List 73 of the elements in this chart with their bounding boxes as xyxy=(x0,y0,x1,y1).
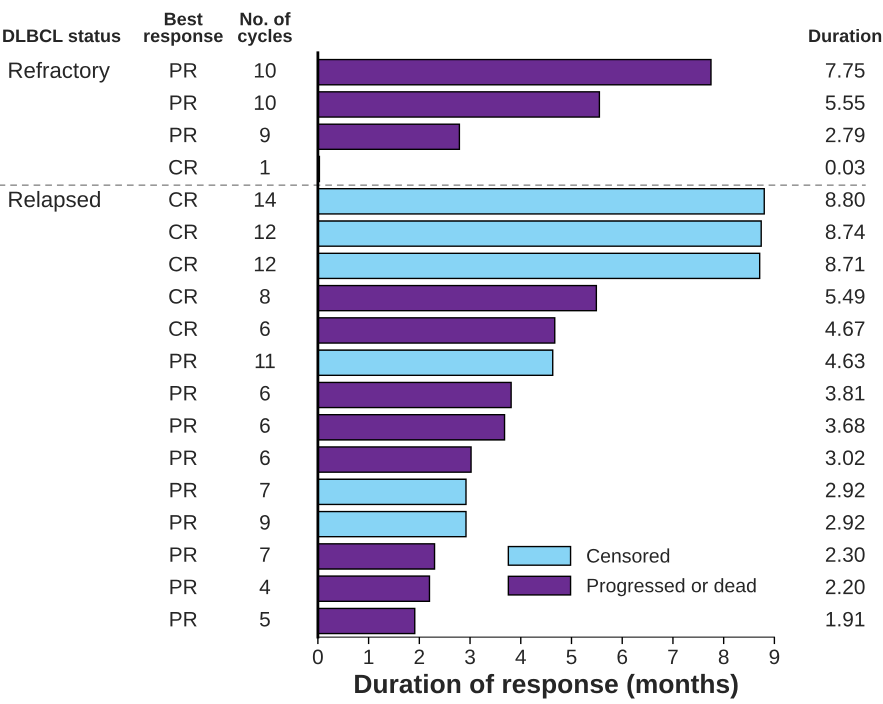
x-tick-label: 6 xyxy=(617,649,628,664)
y2-tick-label: 7 xyxy=(260,547,270,562)
x-tick-label: 8 xyxy=(718,649,729,664)
y-tick-label: PR xyxy=(170,354,197,368)
text: 2.92 xyxy=(826,514,864,530)
x-tick-label: 7 xyxy=(668,650,678,664)
y-tick-label: PR xyxy=(170,418,197,433)
y2-tick-label: 6 xyxy=(260,418,270,433)
text: 8.74 xyxy=(826,224,865,240)
text: 8.71 xyxy=(826,256,864,272)
x-axis-title: Duration of response (months) xyxy=(355,674,738,698)
text: 2.20 xyxy=(826,580,865,594)
y2-tick-label: 10 xyxy=(254,95,276,110)
y2-tick-label: 11 xyxy=(256,354,275,368)
text: 0.03 xyxy=(826,160,865,175)
text: Duration xyxy=(809,28,882,42)
text: Relapsed xyxy=(9,190,100,212)
y-tick-label: CR xyxy=(169,224,198,240)
legend-label: Progressed or dead xyxy=(588,578,756,596)
y-axis-title: Best response xyxy=(144,12,223,46)
text: 1.91 xyxy=(826,612,864,627)
y2-tick-label: 7 xyxy=(260,482,270,498)
y2-tick-label: 8 xyxy=(260,288,270,304)
text: 2.92 xyxy=(826,482,864,498)
y-tick-label: PR xyxy=(170,547,197,562)
legend-label: Censored xyxy=(587,548,670,563)
text: 4.67 xyxy=(825,321,864,336)
text: 7.75 xyxy=(826,63,865,78)
text: Refractory xyxy=(9,62,110,83)
y-tick-label: PR xyxy=(170,515,197,530)
y2-tick-label: 6 xyxy=(260,450,270,466)
text: 2.30 xyxy=(826,547,865,562)
y2-tick-label: 5 xyxy=(260,612,270,627)
y2-tick-label: 14 xyxy=(254,192,276,207)
text: 3.81 xyxy=(826,386,864,401)
x-tick-label: 4 xyxy=(515,650,526,664)
y2-tick-label: 1 xyxy=(260,160,270,174)
y2-tick-label: 12 xyxy=(254,224,276,239)
text: 3.68 xyxy=(826,418,865,433)
y-tick-label: PR xyxy=(170,386,197,400)
y-tick-label: CR xyxy=(169,321,198,336)
y2-tick-label: 10 xyxy=(254,63,276,78)
y2-tick-label: 4 xyxy=(260,580,270,594)
y2-tick-label: 12 xyxy=(254,256,276,272)
y2-tick-label: 6 xyxy=(260,321,270,336)
text: 5.49 xyxy=(826,288,864,304)
y-tick-label: CR xyxy=(169,160,198,175)
x-tick-label: 0 xyxy=(312,649,323,664)
x-tick-label: 1 xyxy=(364,650,374,664)
text: 3.02 xyxy=(826,450,864,466)
y-tick-label: PR xyxy=(170,128,197,142)
y-tick-label: CR xyxy=(169,288,198,304)
y-tick-label: PR xyxy=(170,612,197,626)
y-tick-label: PR xyxy=(170,96,197,110)
y-tick-label: CR xyxy=(169,192,198,207)
y2-tick-label: 9 xyxy=(260,128,270,142)
text: 8.80 xyxy=(826,192,865,207)
text: 4.63 xyxy=(825,354,865,368)
x-tick-label: 5 xyxy=(566,650,576,664)
y-tick-label: PR xyxy=(170,482,197,498)
x-tick-label: 9 xyxy=(770,649,780,664)
y-tick-label: PR xyxy=(170,63,197,78)
text: 5.55 xyxy=(826,96,865,110)
y2-axis-title: No. of cycles xyxy=(238,12,292,46)
y2-tick-label: 6 xyxy=(260,386,270,401)
text: DLBCL status xyxy=(3,29,120,42)
y-tick-label: PR xyxy=(170,580,197,594)
y-tick-label: PR xyxy=(170,450,197,465)
y-tick-label: CR xyxy=(169,256,198,272)
x-tick-label: 2 xyxy=(414,649,424,664)
text: 2.79 xyxy=(826,128,864,142)
x-tick-label: 3 xyxy=(465,649,475,664)
y2-tick-label: 9 xyxy=(260,514,270,530)
